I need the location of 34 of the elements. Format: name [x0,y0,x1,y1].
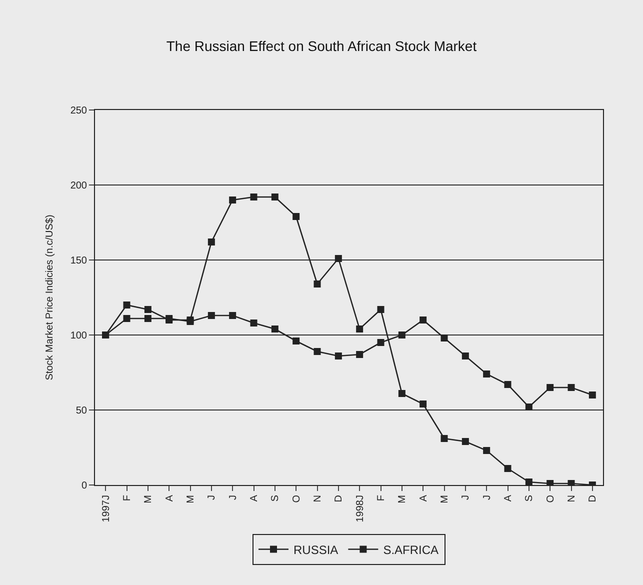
x-tick-label: M [143,495,154,504]
y-tick-label: 200 [70,180,88,192]
x-tick-label: N [566,495,578,502]
y-tick-label: 100 [70,330,88,342]
x-tick-label: O [545,494,556,503]
y-tick-label: 50 [76,406,88,416]
x-tick-label: M [186,495,196,504]
x-tick-label: O [291,494,302,503]
x-tick-label: S [524,494,536,502]
y-tick-label: 150 [70,256,88,266]
x-tick-label: J [460,495,472,500]
x-tick-label: N [312,495,324,502]
x-tick-label: J [482,495,493,500]
x-tick-label: M [397,495,408,504]
x-tick-label: A [418,494,430,502]
x-tick-label: S [270,494,282,502]
x-tick-label: J [228,495,239,500]
x-tick-label: A [503,494,514,502]
x-tick-label: F [376,495,387,502]
x-tick-label: F [122,495,133,502]
x-tick-label: D [588,495,599,502]
x-tick-label: A [249,494,260,502]
y-tick-label: 0 [81,480,88,492]
y-axis-title: Stock Market Price Indicies (n.c/US$) [44,214,56,380]
y-tick-label: 250 [70,106,88,116]
x-tick-label: J [206,495,218,500]
x-tick-label: 1998J [354,495,366,522]
legend-label: S.AFRICA [383,542,439,557]
legend-label: RUSSIA [294,542,338,557]
x-tick-label: 1997J [100,495,112,522]
x-tick-label: M [440,495,450,504]
x-tick-label: A [164,494,176,502]
chart-title: The Russian Effect on South African Stock Market [166,38,477,54]
x-tick-label: D [334,495,345,502]
